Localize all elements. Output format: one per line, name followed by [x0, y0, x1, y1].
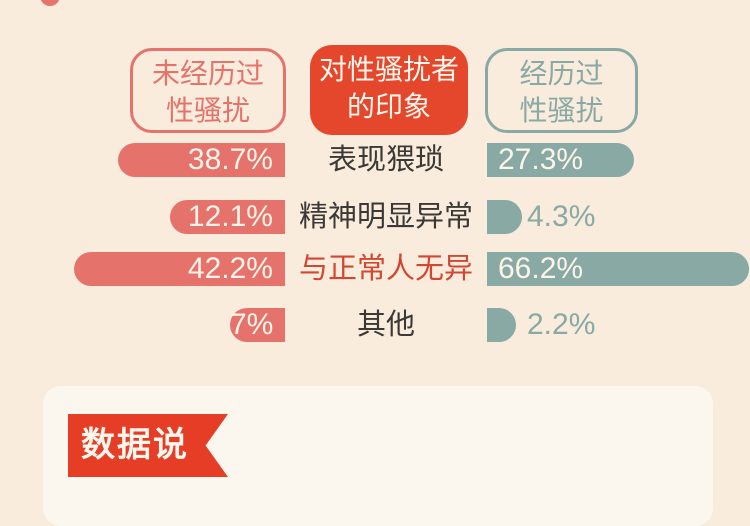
group-label-line1: 经历过 [519, 58, 604, 89]
bar-right-value-outside: 4.3% [527, 200, 596, 233]
group-label-line2: 性骚扰 [519, 95, 604, 126]
category-label: 精神明显异常 [298, 201, 473, 233]
data-says-banner: 数据说 [68, 414, 228, 477]
chart-title-line2: 的印象 [346, 91, 431, 122]
bar-right-value-outside: 2.2% [527, 308, 596, 341]
chart-title-line1: 对性骚扰者 [318, 54, 459, 85]
bar-left-value: 38.7% [118, 143, 285, 177]
red-dot-decoration [40, 0, 60, 6]
group-label-line2: 性骚扰 [165, 95, 250, 126]
bar-left-value: 7% [230, 308, 285, 342]
category-label: 表现猥琐 [327, 144, 444, 176]
bar-right-value: 27.3% [487, 143, 634, 177]
category-label: 其他 [356, 309, 415, 341]
bar-right-small [487, 200, 522, 234]
group-label-not-experienced: 未经历过 性骚扰 [130, 48, 286, 133]
infographic-page: { "page": { "background_color": "#f9ecdd… [40, 0, 749, 526]
chart-title-box: 对性骚扰者 的印象 [310, 45, 468, 135]
bar-right-value: 66.2% [487, 252, 749, 286]
bar-left-value: 42.2% [74, 252, 285, 286]
category-label-highlighted: 与正常人无异 [298, 253, 473, 285]
bar-right-small [487, 308, 516, 342]
bar-left-value: 12.1% [170, 200, 285, 234]
group-label-experienced: 经历过 性骚扰 [485, 48, 638, 133]
group-label-line1: 未经历过 [151, 58, 264, 89]
